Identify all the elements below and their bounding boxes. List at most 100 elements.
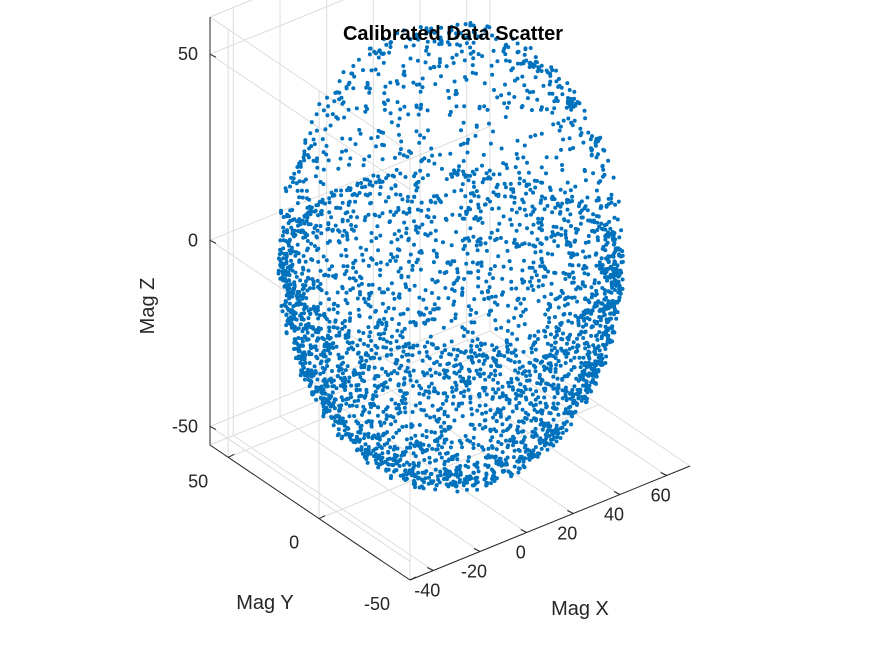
scatter-point [539, 63, 544, 68]
y-axis-line [209, 444, 411, 581]
scatter-point [372, 355, 377, 360]
scatter-point [558, 187, 563, 192]
scatter-point [564, 373, 569, 378]
scatter-point [585, 316, 590, 320]
scatter-point [591, 343, 596, 348]
scatter-point [551, 224, 556, 229]
scatter-point [609, 192, 614, 197]
scatter-point [318, 313, 322, 318]
scatter-point [612, 259, 617, 264]
scatter-point [388, 45, 393, 49]
scatter-point [460, 401, 465, 406]
scatter-point [594, 263, 599, 268]
scatter-point [440, 350, 445, 355]
scatter-point [559, 288, 564, 293]
scatter-point [476, 194, 481, 199]
scatter-point [543, 334, 548, 339]
scatter-point [334, 115, 339, 120]
scatter-point [352, 414, 357, 418]
scatter-point [516, 296, 521, 301]
scatter-point [512, 240, 516, 245]
scatter-point [381, 345, 386, 350]
scatter-point [417, 350, 422, 355]
scatter-point [304, 279, 308, 284]
scatter-point [529, 346, 534, 351]
scatter-point [314, 338, 319, 343]
scatter-point [356, 329, 361, 334]
scatter-point [477, 422, 482, 427]
scatter-point [396, 322, 401, 326]
scatter-point [429, 373, 434, 378]
x-axis-line [409, 465, 691, 581]
scatter-point [591, 371, 596, 376]
scatter-point [287, 301, 292, 306]
scatter-point [351, 276, 356, 281]
scatter-point [487, 121, 491, 126]
scatter-point [523, 443, 528, 448]
scatter-point [442, 368, 446, 373]
scatter-point [455, 278, 459, 283]
scatter-point [325, 113, 330, 118]
scatter-point [373, 452, 378, 457]
scatter-point [295, 290, 300, 294]
scatter-point [508, 471, 513, 475]
scatter-point [345, 364, 350, 369]
scatter-point [474, 368, 479, 373]
scatter-point [404, 44, 408, 49]
scatter-point [332, 415, 336, 420]
scatter-point [598, 179, 603, 184]
scatter-point [407, 206, 412, 211]
scatter-point [286, 308, 291, 313]
scatter-point [304, 327, 309, 331]
scatter-point [339, 193, 344, 198]
scatter-point [397, 464, 402, 468]
scatter-point [581, 316, 586, 321]
scatter-point [388, 258, 393, 263]
scatter-point [306, 321, 311, 326]
scatter-point [335, 433, 340, 438]
scatter-point [550, 252, 555, 257]
scatter-point [596, 280, 601, 285]
scatter-point [500, 384, 505, 389]
scatter-point [438, 152, 442, 157]
scatter-point [506, 357, 511, 362]
scatter-point [397, 428, 402, 433]
scatter-point [544, 68, 549, 73]
scatter-point [476, 237, 481, 242]
scatter-point [428, 231, 433, 236]
scatter-point [560, 201, 565, 206]
scatter-point [485, 107, 490, 112]
scatter-point [364, 358, 369, 363]
scatter-point [501, 49, 506, 54]
scatter-point [565, 336, 570, 340]
scatter-point [503, 82, 507, 87]
scatter-point [605, 257, 610, 262]
scatter-point [599, 256, 604, 261]
scatter-point [426, 481, 431, 486]
scatter-point [509, 286, 514, 291]
scatter-point [539, 131, 544, 136]
scatter-point [299, 336, 304, 341]
scatter-point [303, 140, 308, 145]
scatter-point [490, 72, 495, 77]
scatter-point [482, 477, 487, 482]
scatter-point [545, 354, 549, 358]
scatter-point [571, 146, 576, 150]
scatter-point [389, 422, 393, 427]
scatter-point [357, 314, 362, 319]
scatter-point [347, 276, 352, 281]
scatter-point [323, 379, 328, 384]
scatter-point [515, 428, 520, 432]
scatter-point [600, 334, 604, 339]
scatter-point [331, 307, 336, 312]
scatter-point [520, 277, 524, 282]
scatter-point [556, 244, 560, 248]
scatter-point [361, 331, 366, 335]
scatter-point [297, 348, 302, 353]
scatter-point [354, 404, 359, 409]
scatter-point [453, 483, 458, 488]
scatter-point [483, 377, 488, 382]
scatter-point [476, 469, 481, 474]
scatter-point [389, 462, 394, 467]
scatter-point [605, 320, 609, 325]
